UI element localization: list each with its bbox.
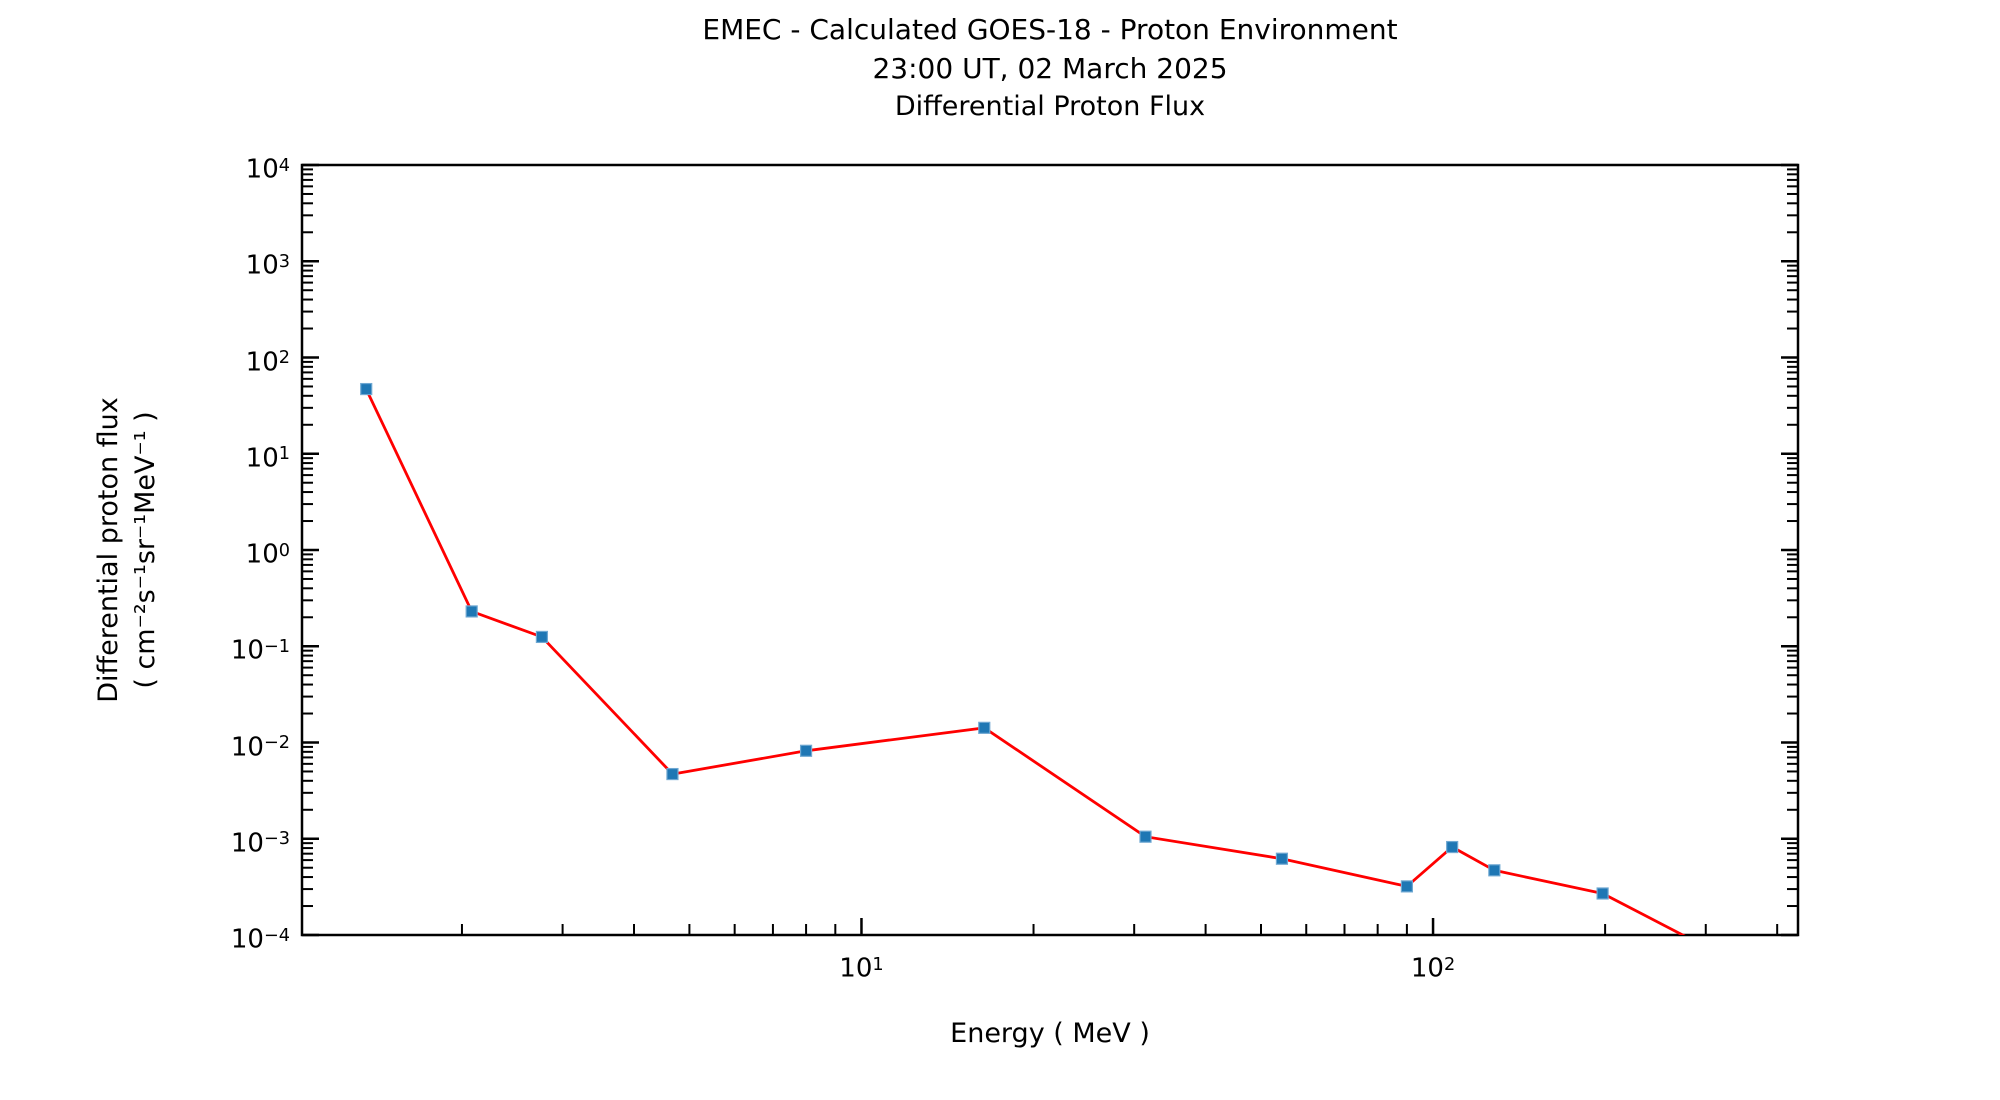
y-tick-label: 10−4 (230, 924, 290, 955)
data-point-marker (799, 744, 813, 757)
y-tick-label: 10−2 (230, 732, 290, 763)
data-point-marker (1139, 830, 1152, 843)
y-tick-label: 10−3 (230, 828, 290, 859)
data-point-marker (666, 767, 679, 781)
y-tick-label: 103 (245, 250, 290, 281)
x-axis-label: Energy ( MeV ) (950, 1018, 1150, 1049)
figure-title-line2: 23:00 UT, 02 March 2025 (872, 52, 1228, 85)
data-point-marker (1275, 852, 1289, 865)
data-point-marker (535, 630, 549, 644)
y-tick-label: 104 (245, 154, 290, 185)
data-point-marker (1488, 864, 1501, 877)
data-point-marker (1725, 954, 1736, 965)
data-point-marker (1596, 887, 1609, 900)
data-point-marker (465, 605, 478, 618)
series-line (364, 388, 1686, 935)
axes-title: Differential Proton Flux (894, 91, 1206, 122)
data-point-marker (1400, 880, 1413, 893)
x-tick-label: 102 (1410, 953, 1456, 984)
x-tick-label: 101 (839, 953, 884, 984)
y-tick-label: 101 (245, 443, 290, 474)
y-tick-label: 10−1 (230, 635, 290, 666)
y-tick-label: 100 (245, 539, 290, 570)
data-point-marker (1446, 840, 1459, 854)
axes-frame (300, 163, 1800, 937)
data-point-marker (360, 382, 373, 396)
y-tick-label: 102 (245, 347, 290, 378)
data-point-marker (978, 721, 991, 734)
figure-title-line1: EMEC - Calculated GOES-18 - Proton Envir… (702, 13, 1398, 46)
